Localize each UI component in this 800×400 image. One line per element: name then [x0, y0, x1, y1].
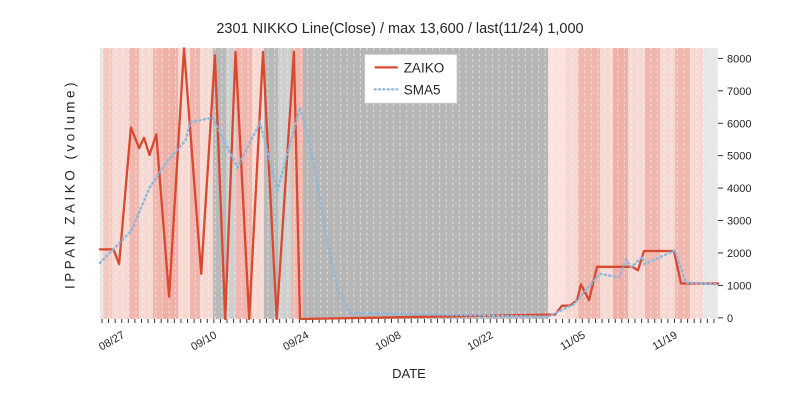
- svg-text:11/19: 11/19: [650, 329, 679, 353]
- svg-text:08/27: 08/27: [97, 329, 127, 353]
- svg-text:4000: 4000: [727, 183, 751, 195]
- svg-text:10/08: 10/08: [373, 329, 403, 353]
- svg-text:2000: 2000: [727, 248, 751, 260]
- svg-text:6000: 6000: [727, 118, 751, 130]
- svg-text:5000: 5000: [727, 151, 751, 163]
- svg-text:SMA5: SMA5: [404, 82, 441, 97]
- svg-text:11/05: 11/05: [558, 329, 587, 353]
- svg-text:8000: 8000: [727, 53, 751, 65]
- svg-text:ZAIKO: ZAIKO: [404, 60, 445, 75]
- svg-text:0: 0: [727, 313, 733, 325]
- svg-text:09/24: 09/24: [281, 329, 311, 353]
- svg-text:1000: 1000: [727, 280, 751, 292]
- svg-text:3000: 3000: [727, 216, 751, 228]
- svg-text:09/10: 09/10: [189, 329, 219, 353]
- svg-text:10/22: 10/22: [466, 329, 496, 353]
- svg-text:7000: 7000: [727, 86, 751, 98]
